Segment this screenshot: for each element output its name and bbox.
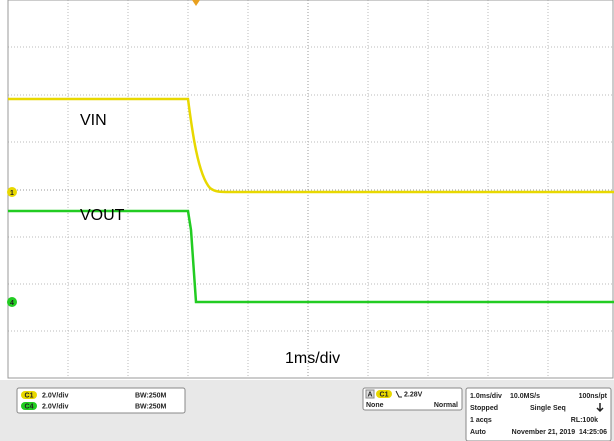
- trigger-mode: Normal: [434, 402, 458, 409]
- graticule-bg: [0, 0, 614, 380]
- acq-auto: Auto: [470, 429, 486, 436]
- c4-badge-text: C4: [25, 403, 34, 410]
- trace-vout: [8, 209, 614, 304]
- c4-badge: [21, 402, 37, 410]
- acq-resolution: 100ns/pt: [579, 393, 608, 400]
- trigger-a: A: [367, 391, 372, 398]
- acq-datetime: November 21, 2019 14:25:06: [512, 429, 607, 436]
- trigger-a-badge: [365, 389, 375, 399]
- ch4-marker: [7, 297, 17, 307]
- acq-record-length: RL:100k: [571, 417, 598, 424]
- graticule: [8, 0, 614, 378]
- c4-scale: 2.0V/div: [42, 403, 69, 410]
- acq-count: 1 acqs: [470, 417, 492, 424]
- acq-arrow: [596, 403, 604, 413]
- ch4-marker-label: 4: [10, 300, 14, 307]
- trace-vin: [8, 97, 614, 194]
- trigger-slope: [395, 390, 402, 398]
- vout-label: VOUT: [80, 207, 125, 224]
- trigger-source: C1: [380, 391, 389, 398]
- c1-badge: [21, 391, 37, 399]
- acq-state: Stopped: [470, 405, 498, 412]
- acquisition-box: [465, 387, 612, 441]
- timebase-label: 1ms/div: [285, 350, 340, 367]
- c1-badge-text: C1: [25, 392, 34, 399]
- trigger-level: 2.28V: [404, 391, 423, 398]
- c1-scale: 2.0V/div: [42, 392, 69, 399]
- acq-timebase: 1.0ms/div: [470, 393, 502, 400]
- acq-run-mode: Single Seq: [530, 405, 566, 412]
- c4-bandwidth: BW:250M: [135, 403, 167, 410]
- trigger-source-badge: [376, 390, 392, 398]
- acq-sample-rate: 10.0MS/s: [510, 393, 540, 400]
- c1-bandwidth: BW:250M: [135, 392, 167, 399]
- channel-box: [16, 387, 186, 414]
- ch1-marker: [7, 187, 17, 197]
- ch1-marker-label: 1: [10, 190, 14, 197]
- trigger-coupling: None: [366, 402, 384, 409]
- trigger-position: [192, 0, 200, 6]
- vin-label: VIN: [80, 112, 107, 129]
